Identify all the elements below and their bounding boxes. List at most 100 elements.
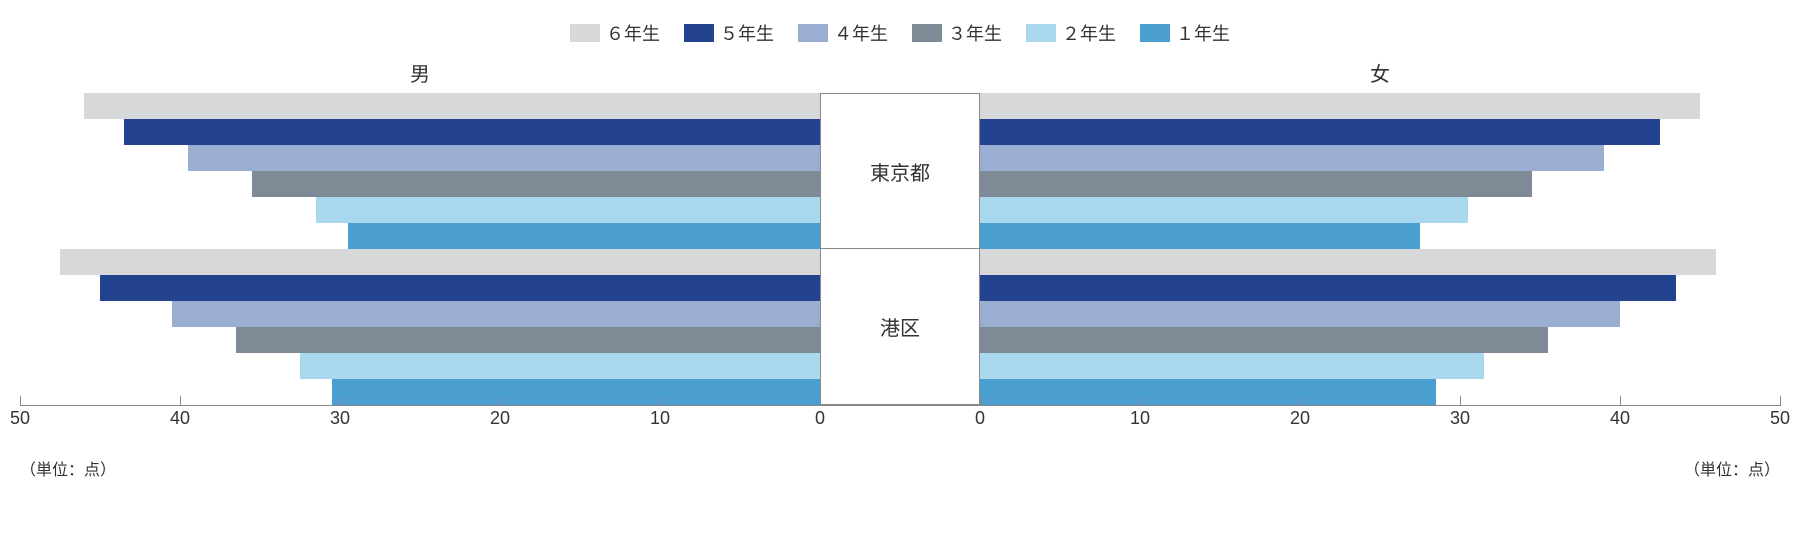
bar <box>980 353 1484 379</box>
axis-tick: 10 <box>1130 408 1150 429</box>
unit-label-left: （単位：点） <box>20 456 116 480</box>
bar <box>188 145 820 171</box>
bar <box>172 301 820 327</box>
group-label: 港区 <box>820 249 980 405</box>
bar <box>252 171 820 197</box>
bar-row <box>20 301 820 327</box>
legend-label: １年生 <box>1176 20 1230 46</box>
axis-tick: 10 <box>650 408 670 429</box>
axis-tick-mark <box>500 396 501 406</box>
x-axis-left: 50403020100 <box>20 408 820 438</box>
bar <box>980 301 1620 327</box>
bar-row <box>980 275 1780 301</box>
bar <box>332 379 820 405</box>
gender-label-female: 女 <box>980 58 1780 87</box>
axis-tick: 50 <box>1770 408 1790 429</box>
axis-tick: 20 <box>1290 408 1310 429</box>
bar-row <box>980 93 1780 119</box>
gender-labels: 男 女 <box>20 58 1780 87</box>
axis-tick: 50 <box>10 408 30 429</box>
bar <box>980 119 1660 145</box>
bar-row <box>20 249 820 275</box>
legend-label: ２年生 <box>1062 20 1116 46</box>
bar-row <box>20 145 820 171</box>
bar-row <box>980 249 1780 275</box>
bar <box>980 145 1604 171</box>
axis-tick: 20 <box>490 408 510 429</box>
legend-label: ４年生 <box>834 20 888 46</box>
bar <box>124 119 820 145</box>
axis-tick: 0 <box>975 408 985 429</box>
legend-item: ６年生 <box>570 20 660 46</box>
diverging-bar-chart: ６年生５年生４年生３年生２年生１年生 男 女 東京都港区 50403020100… <box>20 20 1780 480</box>
bar-row <box>980 145 1780 171</box>
axis-tick-mark <box>340 396 341 406</box>
legend-item: ２年生 <box>1026 20 1116 46</box>
unit-labels: （単位：点） （単位：点） <box>20 456 1780 480</box>
bar <box>84 93 820 119</box>
axis-tick-mark <box>1780 396 1781 406</box>
bar-row <box>20 93 820 119</box>
legend-item: ３年生 <box>912 20 1002 46</box>
bar-row <box>980 197 1780 223</box>
axis-tick-mark <box>980 396 981 406</box>
axis-tick: 30 <box>330 408 350 429</box>
bar-row <box>980 119 1780 145</box>
legend-item: １年生 <box>1140 20 1230 46</box>
group-label: 東京都 <box>820 93 980 249</box>
bar <box>980 223 1420 249</box>
legend-swatch <box>1026 24 1056 42</box>
legend-swatch <box>1140 24 1170 42</box>
bar <box>100 275 820 301</box>
bar-row <box>980 171 1780 197</box>
bar-row <box>20 223 820 249</box>
unit-label-right: （単位：点） <box>1684 456 1780 480</box>
bar-row <box>20 379 820 405</box>
bar <box>980 379 1436 405</box>
bars-female <box>980 93 1780 405</box>
bar-row <box>20 275 820 301</box>
x-axis-right: 01020304050 <box>980 408 1780 438</box>
legend: ６年生 ５年生 ４年生 ３年生 ２年生 １年生 <box>20 20 1780 46</box>
bar <box>348 223 820 249</box>
axis-tick-mark <box>820 396 821 406</box>
bar <box>980 327 1548 353</box>
bar <box>980 197 1468 223</box>
axis-tick-mark <box>20 396 21 406</box>
axis-tick-mark <box>180 396 181 406</box>
axis-tick: 0 <box>815 408 825 429</box>
axis-tick-mark <box>1460 396 1461 406</box>
axis-tick: 30 <box>1450 408 1470 429</box>
bar <box>316 197 820 223</box>
legend-label: ６年生 <box>606 20 660 46</box>
bar <box>980 93 1700 119</box>
bar <box>980 249 1716 275</box>
group-labels: 東京都港区 <box>820 93 980 405</box>
bar-row <box>980 301 1780 327</box>
axis-tick-mark <box>1140 396 1141 406</box>
legend-item: ５年生 <box>684 20 774 46</box>
bar-row <box>20 353 820 379</box>
legend-label: ５年生 <box>720 20 774 46</box>
legend-item: ４年生 <box>798 20 888 46</box>
bar-row <box>980 353 1780 379</box>
plot-area: 東京都港区 <box>20 93 1780 406</box>
axis-tick: 40 <box>1610 408 1630 429</box>
legend-swatch <box>912 24 942 42</box>
axis-tick-mark <box>1300 396 1301 406</box>
bar-row <box>980 327 1780 353</box>
bars-male <box>20 93 820 405</box>
legend-swatch <box>684 24 714 42</box>
axis-tick-mark <box>660 396 661 406</box>
gender-label-male: 男 <box>20 58 820 87</box>
bar-row <box>20 327 820 353</box>
bar-row <box>980 223 1780 249</box>
bar-row <box>20 119 820 145</box>
x-axis: 50403020100 01020304050 <box>20 408 1780 438</box>
legend-label: ３年生 <box>948 20 1002 46</box>
bar-row <box>20 197 820 223</box>
bar <box>60 249 820 275</box>
bar <box>300 353 820 379</box>
bar <box>236 327 820 353</box>
axis-tick: 40 <box>170 408 190 429</box>
